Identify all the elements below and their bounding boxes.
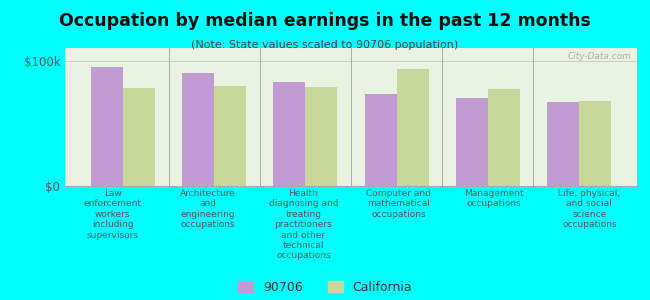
Bar — [182, 73, 214, 186]
Text: Law
enforcement
workers
including
supervisors: Law enforcement workers including superv… — [84, 189, 142, 240]
Bar — [488, 89, 520, 186]
Text: Health
diagnosing and
treating
practitioners
and other
technical
occupations: Health diagnosing and treating practitio… — [268, 189, 338, 260]
Bar — [306, 87, 337, 186]
Bar — [123, 88, 155, 186]
Bar — [365, 94, 396, 186]
Text: (Note: State values scaled to 90706 population): (Note: State values scaled to 90706 popu… — [191, 40, 459, 50]
Text: Computer and
mathematical
occupations: Computer and mathematical occupations — [366, 189, 431, 219]
Bar — [274, 82, 305, 186]
Bar — [91, 67, 123, 186]
Bar — [214, 85, 246, 186]
Text: Occupation by median earnings in the past 12 months: Occupation by median earnings in the pas… — [59, 12, 591, 30]
Bar — [547, 102, 579, 186]
Bar — [456, 98, 488, 186]
Text: Management
occupations: Management occupations — [464, 189, 524, 208]
Text: City-Data.com: City-Data.com — [567, 52, 631, 61]
Text: Architecture
and
engineering
occupations: Architecture and engineering occupations — [180, 189, 236, 229]
Text: Life, physical,
and social
science
occupations: Life, physical, and social science occup… — [558, 189, 620, 229]
Legend: 90706, California: 90706, California — [238, 281, 412, 294]
Bar — [396, 69, 428, 186]
Bar — [579, 101, 611, 186]
